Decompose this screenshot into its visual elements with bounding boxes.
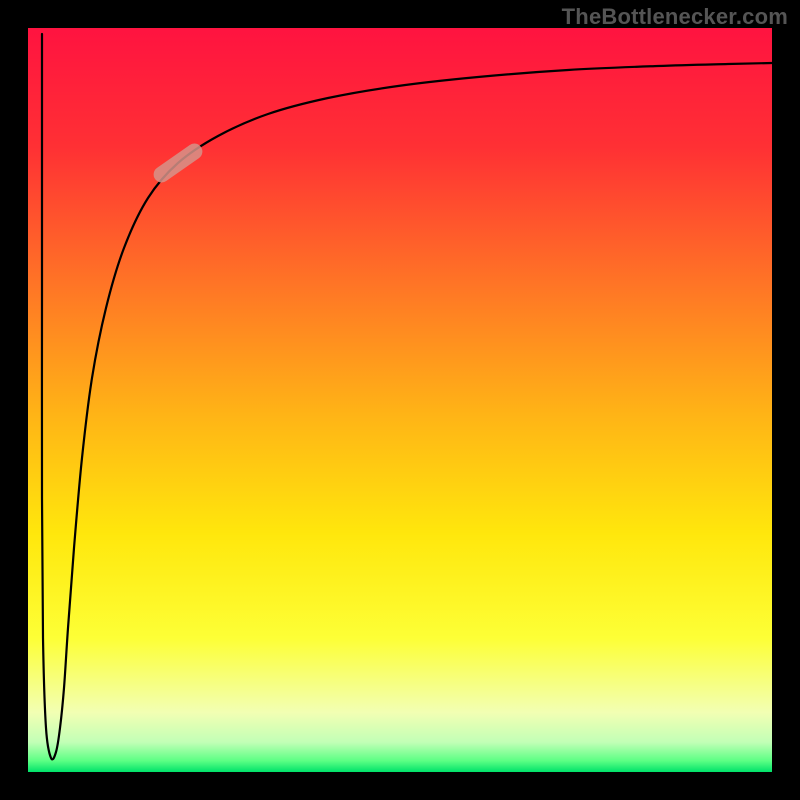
gradient-plot-area <box>28 28 772 772</box>
watermark-text: TheBottlenecker.com <box>562 4 788 30</box>
chart-frame: TheBottlenecker.com <box>0 0 800 800</box>
